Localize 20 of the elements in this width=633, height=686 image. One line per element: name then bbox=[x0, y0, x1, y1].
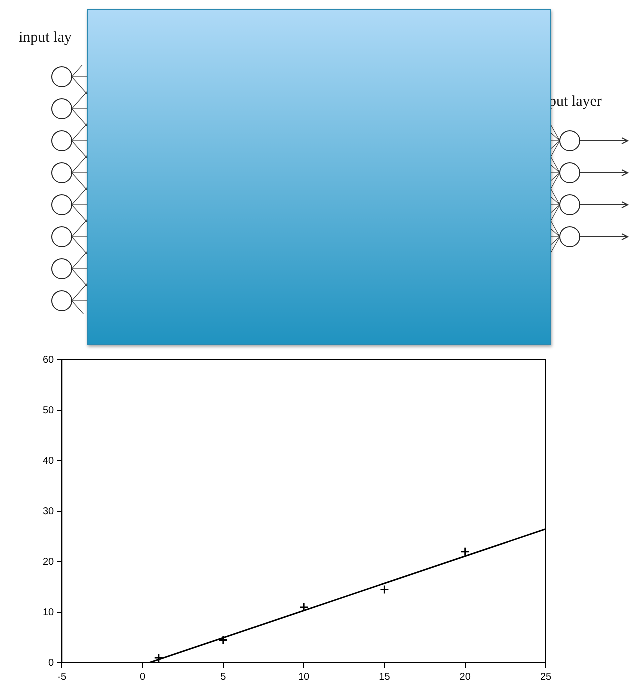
y-tick-label: 10 bbox=[43, 607, 55, 618]
x-tick-label: 20 bbox=[460, 672, 472, 683]
y-tick-label: 0 bbox=[48, 658, 55, 669]
point bbox=[154, 653, 164, 663]
point bbox=[299, 602, 309, 612]
text: input lay bbox=[19, 30, 72, 47]
y-tick-label: 40 bbox=[43, 456, 55, 467]
point bbox=[380, 585, 390, 595]
point bbox=[460, 547, 470, 557]
x-tick-label: 25 bbox=[540, 672, 552, 683]
point bbox=[218, 636, 228, 646]
y-tick-label: 60 bbox=[43, 354, 55, 366]
x-tick-label: 15 bbox=[379, 672, 391, 683]
x-tick-label: 0 bbox=[140, 672, 146, 683]
x-tick-label: -5 bbox=[58, 672, 67, 683]
y-tick-label: 50 bbox=[43, 405, 55, 416]
y-tick-label: 20 bbox=[43, 556, 55, 568]
x-tick-label: 10 bbox=[298, 672, 310, 683]
x-tick-label: 5 bbox=[220, 672, 227, 683]
y-tick-label: 30 bbox=[43, 506, 55, 518]
